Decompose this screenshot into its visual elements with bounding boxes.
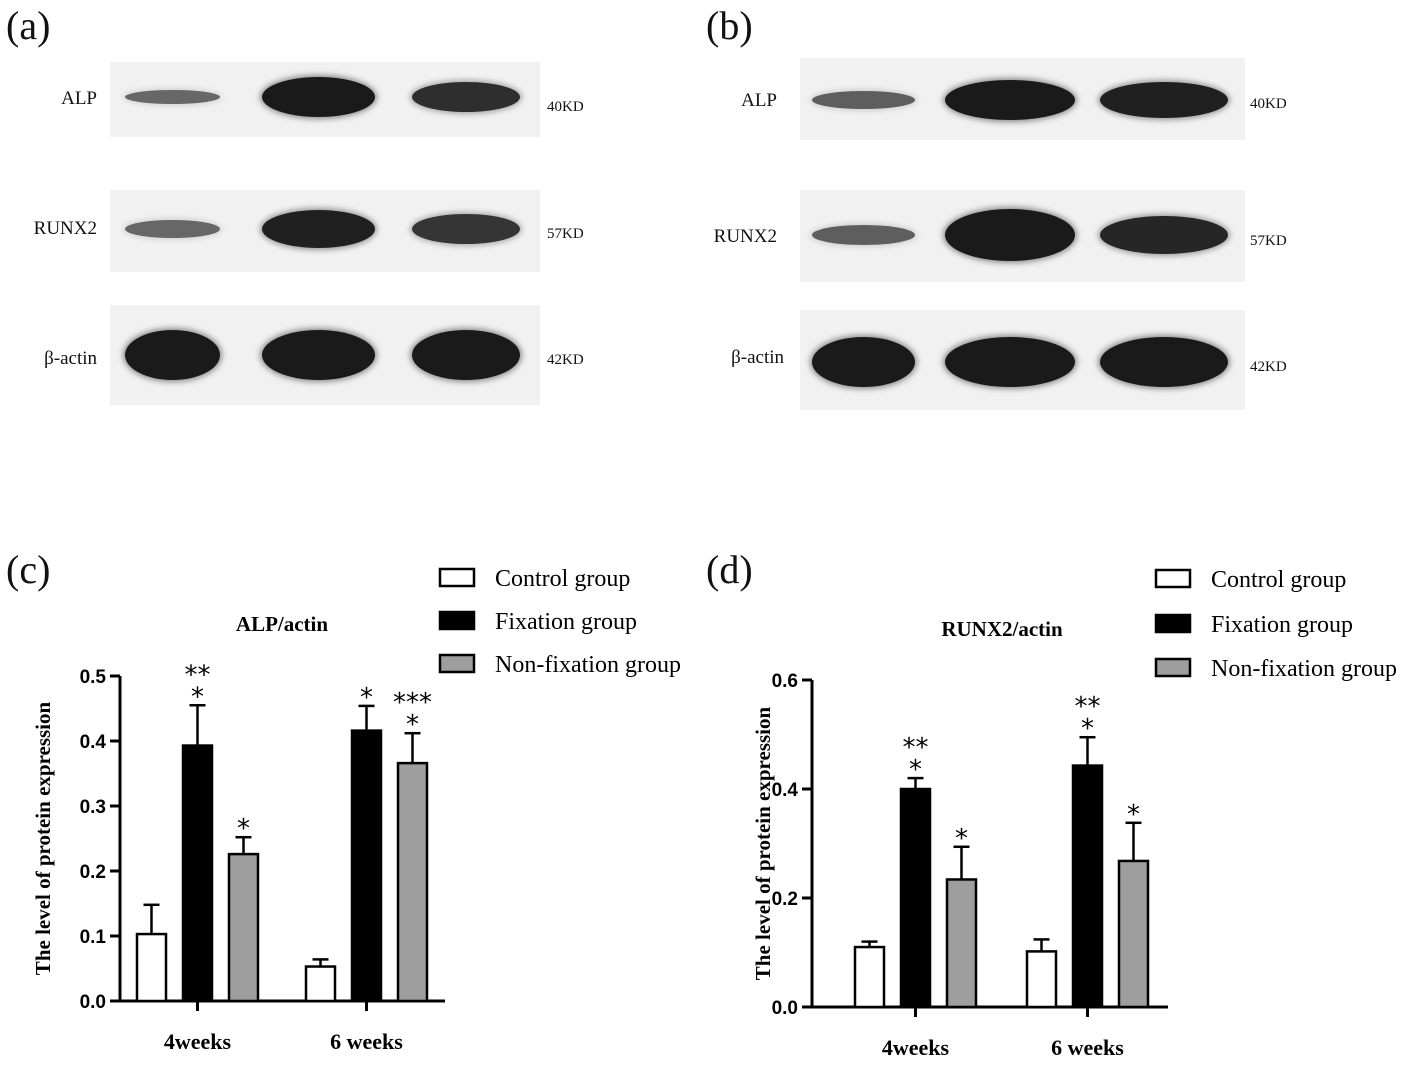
- category-label: 6 weeks: [330, 1029, 403, 1054]
- significance-star: **: [903, 733, 929, 763]
- legend-label: Fixation group: [1211, 612, 1353, 638]
- protein-label-b-alp: ALP: [741, 90, 777, 111]
- legend-swatch: [1154, 657, 1192, 678]
- bar: [945, 878, 978, 1009]
- y-tick-label: 0.5: [80, 667, 107, 688]
- legend-label: Control group: [1211, 567, 1346, 593]
- significance-star: *: [360, 683, 373, 713]
- bar: [227, 852, 260, 1003]
- kd-label-a-actin: 42KD: [547, 352, 584, 368]
- y-tick-label: 0.4: [80, 732, 107, 753]
- kd-label-b-runx2: 57KD: [1250, 233, 1287, 249]
- significance-star: *: [1127, 800, 1140, 830]
- legend-swatch: [438, 610, 476, 631]
- legend-label: Non-fixation group: [1211, 656, 1397, 682]
- y-tick-label: 0.0: [80, 992, 106, 1013]
- significance-star: *: [909, 755, 922, 785]
- bar: [1025, 950, 1058, 1009]
- significance-star: *: [1081, 714, 1094, 744]
- blot-band: [262, 330, 375, 380]
- blot-band: [945, 80, 1075, 120]
- bar: [853, 945, 886, 1009]
- blot-band: [812, 337, 915, 387]
- significance-star: *: [237, 814, 250, 844]
- y-axis-label: The level of protein expression: [751, 706, 775, 980]
- significance-star: *: [955, 824, 968, 854]
- chart-title: ALP/actin: [236, 612, 328, 636]
- bar: [396, 761, 429, 1003]
- legend-swatch: [1154, 613, 1192, 634]
- protein-label-b-runx2: RUNX2: [713, 226, 777, 247]
- blot-band: [262, 77, 375, 117]
- significance-star: **: [1075, 692, 1101, 722]
- blot-band: [412, 82, 520, 112]
- protein-label-a-actin: β-actin: [44, 348, 97, 369]
- blot-band: [945, 209, 1075, 261]
- legend-label: Fixation group: [495, 609, 637, 635]
- y-tick-label: 0.3: [80, 797, 106, 818]
- significance-star: *: [191, 682, 204, 712]
- legend-label: Non-fixation group: [495, 652, 681, 678]
- chart-title: RUNX2/actin: [941, 617, 1063, 641]
- y-axis-label: The level of protein expression: [31, 701, 55, 975]
- y-tick-label: 0.6: [772, 671, 798, 692]
- kd-label-a-runx2: 57KD: [547, 226, 584, 242]
- bar: [1071, 764, 1104, 1009]
- blot-band: [125, 90, 220, 104]
- panel-letter-c: (c): [6, 547, 51, 592]
- blot-band: [945, 337, 1075, 387]
- kd-label-b-actin: 42KD: [1250, 359, 1287, 375]
- blot-band: [812, 91, 915, 109]
- blot-band: [125, 330, 220, 380]
- blot-band: [1100, 337, 1228, 387]
- y-tick-label: 0.4: [772, 780, 799, 801]
- blot-band: [125, 220, 220, 238]
- protein-label-a-runx2: RUNX2: [33, 218, 97, 239]
- kd-label-b-alp: 40KD: [1250, 96, 1287, 112]
- blot-band: [812, 225, 915, 245]
- y-tick-label: 0.2: [772, 889, 798, 910]
- significance-star: **: [185, 660, 211, 690]
- blot-band: [1100, 82, 1228, 118]
- kd-label-a-alp: 40KD: [547, 99, 584, 115]
- category-label: 4weeks: [882, 1035, 950, 1060]
- panel-letter-b: (b): [706, 3, 753, 48]
- y-tick-label: 0.2: [80, 862, 106, 883]
- protein-label-a-alp: ALP: [61, 88, 97, 109]
- legend-label: Control group: [495, 566, 630, 592]
- legend-swatch: [438, 567, 476, 588]
- blot-band: [412, 214, 520, 244]
- blot-band: [1100, 216, 1228, 254]
- bar: [899, 787, 932, 1009]
- blot-band: [262, 210, 375, 248]
- significance-star: *: [406, 710, 419, 740]
- bar: [181, 744, 214, 1003]
- significance-star: ***: [393, 688, 432, 718]
- category-label: 4weeks: [164, 1029, 232, 1054]
- legend-swatch: [438, 653, 476, 674]
- protein-label-b-actin: β-actin: [731, 347, 784, 368]
- legend-swatch: [1154, 568, 1192, 589]
- category-label: 6 weeks: [1051, 1035, 1124, 1060]
- panel-letter-d: (d): [706, 547, 753, 592]
- blot-band: [412, 330, 520, 380]
- bar: [135, 932, 168, 1003]
- panel-letter-a: (a): [6, 3, 51, 48]
- bar: [1117, 859, 1150, 1009]
- y-tick-label: 0.0: [772, 998, 798, 1019]
- y-tick-label: 0.1: [80, 927, 107, 948]
